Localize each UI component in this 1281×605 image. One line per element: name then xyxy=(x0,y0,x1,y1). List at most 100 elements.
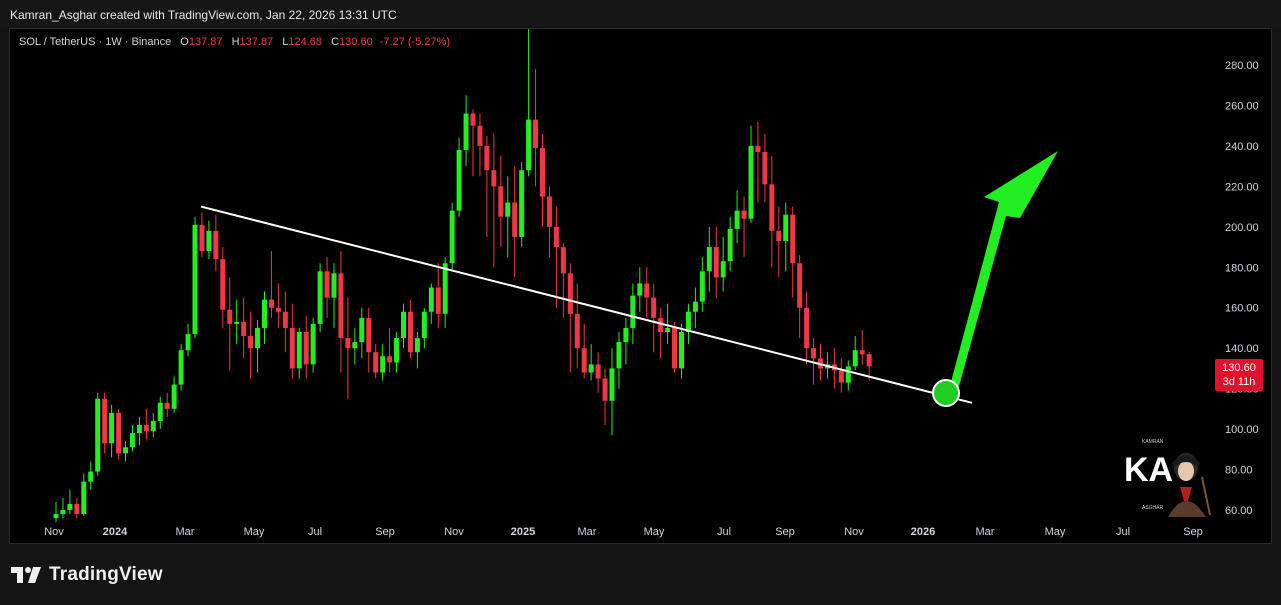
candle xyxy=(755,121,761,203)
candle-body xyxy=(762,151,768,185)
candle xyxy=(421,307,427,349)
watermark-text-top: KAMRAN xyxy=(1142,439,1164,445)
symbol-legend: SOL / TetherUS · 1W · Binance O137.87 H1… xyxy=(19,36,450,48)
candle xyxy=(262,291,267,345)
candle-body xyxy=(505,202,511,217)
time-tick-label: 2024 xyxy=(103,526,128,538)
candle-body xyxy=(359,317,365,343)
candle xyxy=(136,416,142,446)
candle xyxy=(644,267,650,318)
candle xyxy=(414,332,420,369)
candle xyxy=(540,133,545,227)
candle-body xyxy=(331,273,337,298)
candle xyxy=(797,255,803,339)
candle xyxy=(526,29,532,177)
candle xyxy=(776,206,782,278)
candle-body xyxy=(540,147,545,197)
candle xyxy=(463,95,469,167)
candle-body xyxy=(206,230,212,252)
candle-body xyxy=(519,170,525,237)
candle xyxy=(129,425,135,452)
candle-body xyxy=(282,311,288,328)
time-tick-label: Jul xyxy=(717,526,731,538)
candles-layer xyxy=(53,29,872,523)
candle xyxy=(213,214,219,272)
candle xyxy=(838,358,844,393)
candle xyxy=(192,216,198,339)
candle-body xyxy=(213,230,219,260)
candle-body xyxy=(581,348,587,373)
candle-body xyxy=(706,247,712,272)
candle-body xyxy=(171,384,177,409)
chart-panel[interactable]: SOL / TetherUS · 1W · Binance O137.87 H1… xyxy=(9,28,1272,544)
candle-body xyxy=(255,327,261,349)
candle-body xyxy=(345,338,351,349)
time-tick-label: Jul xyxy=(1116,526,1130,538)
candle-body xyxy=(470,113,476,126)
candle xyxy=(685,303,691,345)
candle xyxy=(331,263,337,328)
candle xyxy=(769,156,775,268)
candle-body xyxy=(672,327,678,369)
candle xyxy=(74,497,80,519)
candle xyxy=(53,501,59,523)
tradingview-logo-icon xyxy=(11,567,41,583)
tradingview-logo[interactable]: TradingView xyxy=(11,563,163,587)
candle-body xyxy=(394,338,400,363)
candle-body xyxy=(164,402,170,409)
candle xyxy=(345,297,351,399)
overlay-layer xyxy=(200,151,1058,407)
candle xyxy=(164,392,170,417)
candle xyxy=(588,344,594,381)
price-tick-label: 160.00 xyxy=(1225,303,1259,315)
candle-body xyxy=(421,311,427,339)
candle xyxy=(491,133,497,268)
time-tick-label: May xyxy=(1045,526,1066,538)
candle-body xyxy=(804,307,810,349)
candle-body xyxy=(811,348,817,359)
candle-body xyxy=(227,309,233,324)
candle-body xyxy=(262,299,267,328)
candle-body xyxy=(123,447,128,454)
candle-body xyxy=(574,313,580,349)
candle xyxy=(109,404,115,458)
candlestick-chart[interactable]: 280.00 260.00 240.00 220.00 200.00 180.00 160.… xyxy=(10,29,1272,544)
last-price: 130.60 xyxy=(1222,362,1256,374)
candle-body xyxy=(407,311,413,353)
candle xyxy=(227,277,233,371)
candle xyxy=(303,315,309,379)
price-tick-label: 140.00 xyxy=(1225,343,1259,355)
candle xyxy=(845,360,851,391)
candle xyxy=(790,206,796,298)
candle-body xyxy=(102,398,108,444)
candle-body xyxy=(185,334,191,351)
candle xyxy=(199,212,205,258)
candle xyxy=(185,323,191,357)
candle xyxy=(630,283,636,345)
candle xyxy=(282,291,288,353)
price-tick-label: 240.00 xyxy=(1225,141,1259,153)
candle xyxy=(268,251,274,318)
symbol-name[interactable]: SOL / TetherUS · 1W · Binance xyxy=(19,36,172,48)
candle-body xyxy=(859,350,865,355)
candle xyxy=(310,317,316,373)
candle xyxy=(449,202,455,272)
candle-body xyxy=(692,301,698,312)
candle-body xyxy=(241,321,247,337)
candle xyxy=(658,307,664,359)
candle xyxy=(317,263,323,332)
candle-body xyxy=(644,283,650,298)
time-axis: Nov 2024 Mar May Jul Sep Nov 2025 Mar May Jul Sep No… xyxy=(44,526,1203,538)
candle-body xyxy=(150,421,156,432)
bar-countdown: 3d 11h xyxy=(1222,376,1256,388)
candle xyxy=(60,497,66,519)
time-tick-label: 2026 xyxy=(911,526,935,538)
candle xyxy=(241,297,247,359)
candle xyxy=(699,257,705,312)
candle-body xyxy=(143,425,149,432)
time-tick-label: 2025 xyxy=(511,526,535,538)
candle xyxy=(171,376,177,413)
candle xyxy=(713,226,719,298)
candle-body xyxy=(199,224,205,252)
candle-body xyxy=(546,196,552,227)
